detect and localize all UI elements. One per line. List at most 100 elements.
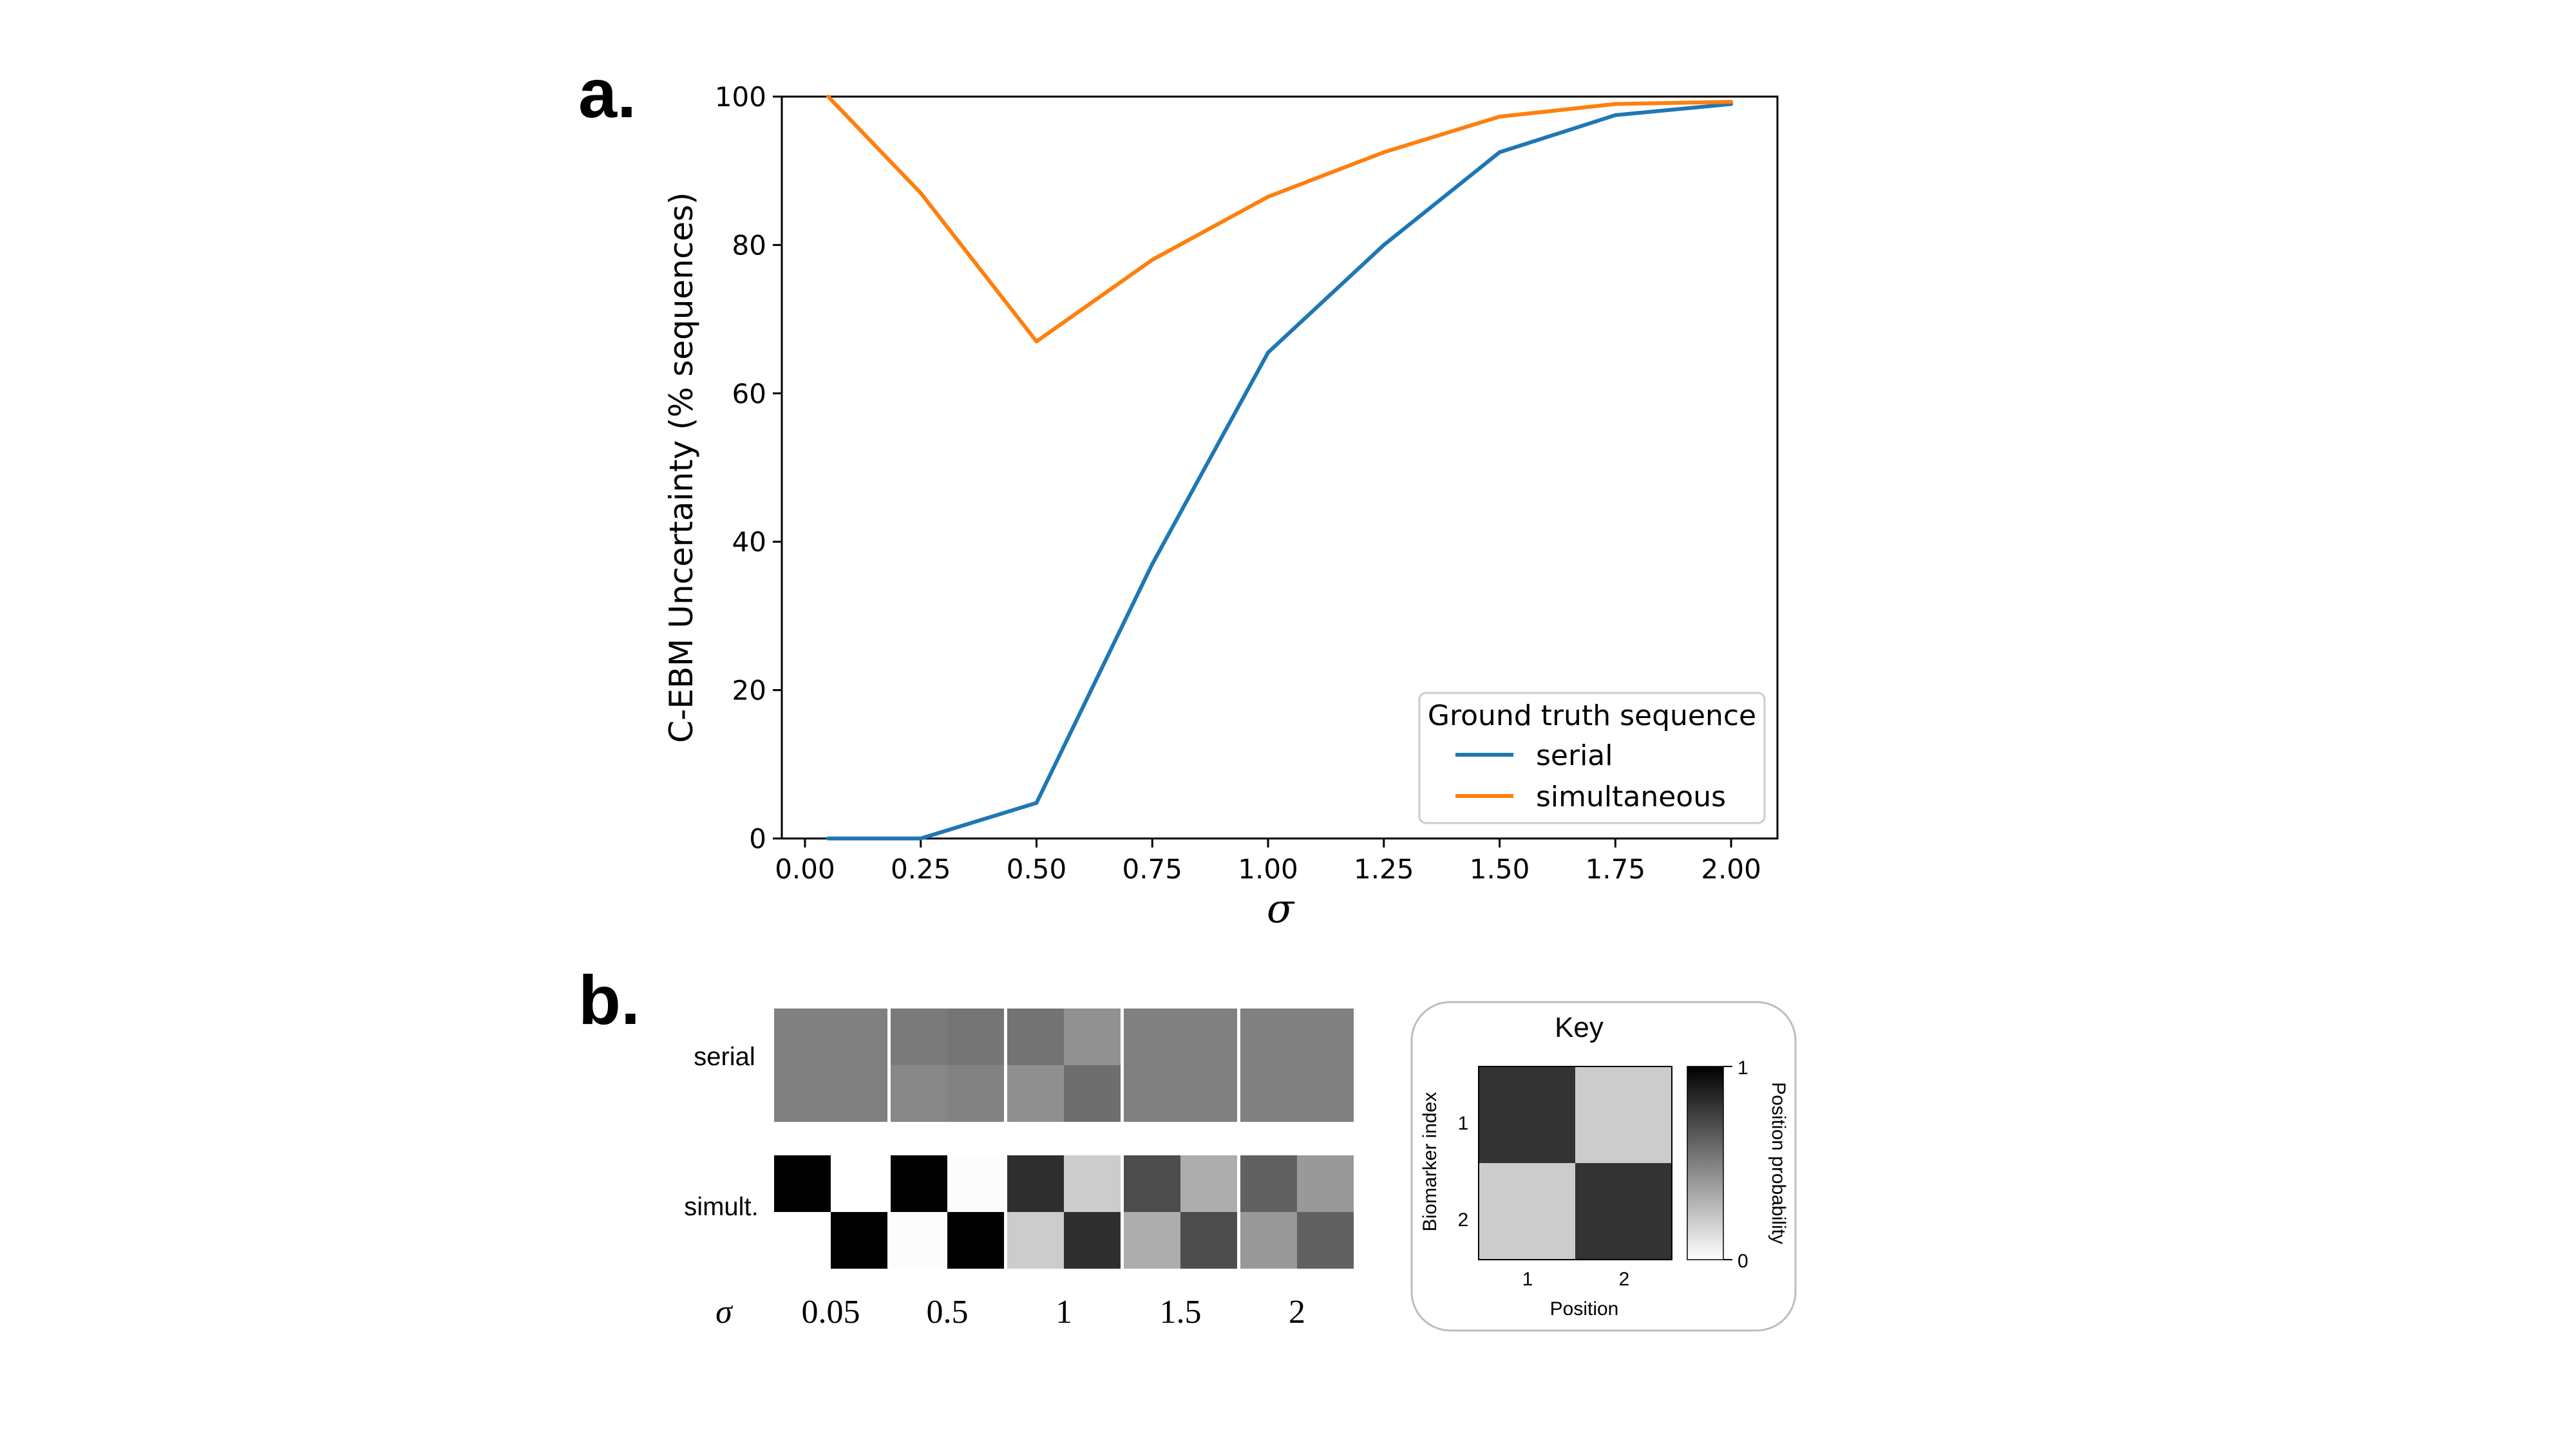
y-axis: 0 20 40 60 80 100 xyxy=(715,81,782,855)
x-tick-label: 0.25 xyxy=(891,853,951,885)
x-tick-label: 0.50 xyxy=(1007,853,1067,885)
heatmap-cell xyxy=(1064,1155,1121,1212)
sigma-label: 1.5 xyxy=(1160,1294,1202,1331)
heatmap-cell xyxy=(1007,1212,1064,1269)
heatmap-cell xyxy=(1240,1065,1297,1122)
key-col-tick-2: 2 xyxy=(1619,1269,1630,1290)
panel-a-letter: a. xyxy=(578,54,636,132)
heatmap-cell xyxy=(1240,1212,1297,1269)
heatmap-cell xyxy=(774,1155,831,1212)
heatmap-cell xyxy=(1297,1009,1354,1065)
heatmap-cell xyxy=(947,1065,1004,1122)
x-tick-label: 2.00 xyxy=(1701,853,1761,885)
row-label-simult: simult. xyxy=(684,1193,759,1221)
colorbar-label: Position probability xyxy=(1768,1082,1789,1244)
x-tick-label: 1.75 xyxy=(1586,853,1646,885)
legend: Ground truth sequence serial simultaneou… xyxy=(1418,692,1766,824)
heatmap-cell xyxy=(891,1155,947,1212)
y-tick-label: 20 xyxy=(732,675,766,706)
data-point-simultaneous xyxy=(1613,102,1618,106)
heatmap-cell xyxy=(1180,1155,1237,1212)
heatmap-cell xyxy=(1124,1212,1180,1269)
heatmap-cell xyxy=(1297,1212,1354,1269)
data-point-simultaneous xyxy=(1381,150,1386,155)
heatmap-cell xyxy=(1007,1065,1064,1122)
key-cell xyxy=(1479,1066,1575,1163)
colorbar-min-label: 0 xyxy=(1738,1251,1748,1272)
x-tick-label: 0.75 xyxy=(1122,853,1182,885)
data-point-simultaneous xyxy=(826,95,830,99)
legend-title: Ground truth sequence xyxy=(1428,699,1756,732)
colorbar-max-label: 1 xyxy=(1738,1057,1748,1079)
key-col-tick-1: 1 xyxy=(1522,1269,1533,1290)
x-tick-label: 0.00 xyxy=(775,853,835,885)
heatmap-cell xyxy=(774,1212,831,1269)
sigma-label: 1 xyxy=(1056,1294,1072,1331)
heatmap-cell xyxy=(1007,1009,1064,1065)
key-row-tick-2: 2 xyxy=(1458,1209,1469,1231)
x-axis-label: σ xyxy=(1267,885,1295,932)
x-tick-label: 1.00 xyxy=(1238,853,1298,885)
y-tick-label: 100 xyxy=(715,81,766,113)
heatmap-cell xyxy=(1124,1009,1180,1065)
x-axis: 0.00 0.25 0.50 0.75 1.00 1.25 1.50 1.75 2.00 xyxy=(775,838,1761,885)
heatmap-cell xyxy=(831,1009,887,1065)
data-point-simultaneous xyxy=(1266,194,1271,199)
heatmap-cell xyxy=(1007,1155,1064,1212)
heatmap-cell xyxy=(1124,1155,1180,1212)
data-point-simultaneous xyxy=(918,191,923,195)
key-x-label: Position xyxy=(1550,1298,1619,1320)
key-panel: Key 1 2 1 2 Position Biomarker index 1 0… xyxy=(1410,1001,1797,1332)
sigma-label: 0.05 xyxy=(802,1294,860,1331)
data-point-serial xyxy=(1381,243,1386,247)
y-tick-label: 80 xyxy=(732,229,766,261)
colorbar xyxy=(1687,1066,1724,1260)
data-point-serial xyxy=(918,837,923,840)
row-label-serial: serial xyxy=(694,1043,755,1071)
key-matrix xyxy=(1479,1066,1672,1260)
heatmap-cell xyxy=(1180,1212,1237,1269)
legend-box xyxy=(1418,692,1766,824)
data-point-serial xyxy=(1266,350,1271,355)
heatmap-cell xyxy=(1240,1155,1297,1212)
sigma-label: 0.5 xyxy=(927,1294,969,1331)
series-lines xyxy=(826,95,1734,840)
y-tick-label: 0 xyxy=(749,823,766,855)
heatmap-cell xyxy=(1180,1009,1237,1065)
heatmap-cell xyxy=(831,1212,887,1269)
heatmap-cell xyxy=(1064,1212,1121,1269)
heatmap-cell xyxy=(1297,1065,1354,1122)
sigma-symbol: σ xyxy=(715,1294,734,1331)
heatmap-cell xyxy=(1180,1065,1237,1122)
legend-label-serial: serial xyxy=(1536,739,1613,772)
data-point-simultaneous xyxy=(1497,115,1502,119)
data-point-serial xyxy=(826,837,830,840)
heatmap-cell xyxy=(774,1065,831,1122)
heatmap-cell xyxy=(1297,1155,1354,1212)
line-chart: 0 20 40 60 80 100 0.00 0.25 0.50 0.75 1.00 1.25 1.5… xyxy=(663,81,1779,932)
key-cell xyxy=(1575,1163,1672,1260)
x-tick-label: 1.25 xyxy=(1354,853,1414,885)
heatmap-cell xyxy=(831,1065,887,1122)
key-row-tick-1: 1 xyxy=(1458,1113,1469,1134)
heatmap-cell xyxy=(1064,1009,1121,1065)
data-point-simultaneous xyxy=(1729,100,1734,104)
data-point-serial xyxy=(1497,150,1502,155)
heatmap-cell xyxy=(1124,1065,1180,1122)
plot-frame xyxy=(781,95,1779,840)
data-point-serial xyxy=(1034,800,1039,805)
key-cell xyxy=(1479,1163,1575,1260)
heatmap-cell xyxy=(774,1009,831,1065)
x-tick-label: 1.50 xyxy=(1470,853,1530,885)
data-point-serial xyxy=(1150,562,1155,566)
key-cell xyxy=(1575,1066,1672,1163)
heatmap-cell xyxy=(947,1155,1004,1212)
panel-b-letter: b. xyxy=(578,961,640,1039)
heatmap-cell xyxy=(891,1212,947,1269)
heatmap-cell xyxy=(947,1009,1004,1065)
heatmap-cell xyxy=(891,1009,947,1065)
key-y-label: Biomarker index xyxy=(1419,1092,1441,1232)
data-point-simultaneous xyxy=(1150,258,1155,262)
heatmap-cell xyxy=(831,1155,887,1212)
